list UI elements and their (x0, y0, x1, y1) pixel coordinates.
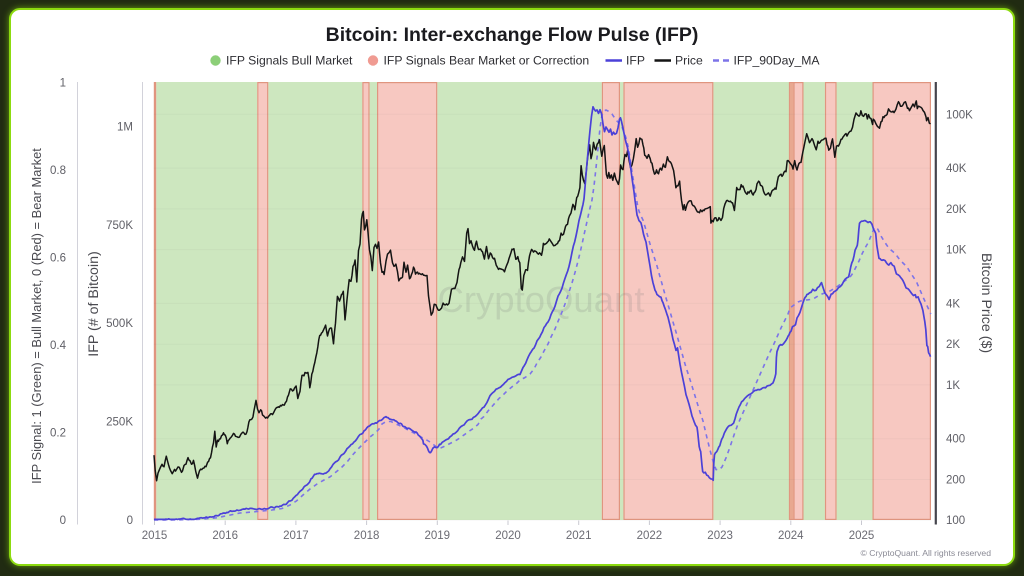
svg-text:20K: 20K (946, 204, 967, 216)
svg-text:2023: 2023 (707, 530, 733, 542)
svg-text:0.2: 0.2 (50, 428, 66, 440)
svg-text:0.6: 0.6 (50, 253, 66, 265)
svg-text:© CryptoQuant. All rights rese: © CryptoQuant. All rights reserved (860, 548, 991, 558)
svg-text:250K: 250K (106, 417, 133, 429)
svg-text:2020: 2020 (495, 530, 521, 542)
svg-text:IFP: IFP (626, 54, 645, 68)
svg-text:500K: 500K (106, 318, 133, 330)
svg-text:100: 100 (946, 515, 965, 527)
svg-text:0.8: 0.8 (50, 165, 66, 177)
svg-text:CryptoQuant: CryptoQuant (438, 279, 645, 320)
svg-text:200: 200 (946, 475, 965, 487)
svg-text:1: 1 (60, 77, 66, 89)
svg-text:2015: 2015 (142, 530, 168, 542)
svg-text:4K: 4K (946, 298, 960, 310)
svg-text:2K: 2K (946, 339, 960, 351)
svg-text:2016: 2016 (212, 530, 238, 542)
svg-text:0.4: 0.4 (50, 340, 67, 352)
svg-text:100K: 100K (946, 109, 973, 121)
svg-text:400: 400 (946, 434, 965, 446)
svg-text:IFP_90Day_MA: IFP_90Day_MA (734, 54, 821, 68)
svg-text:2018: 2018 (354, 530, 380, 542)
svg-text:IFP Signals Bear Market or Cor: IFP Signals Bear Market or Correction (384, 54, 590, 68)
svg-text:0: 0 (60, 515, 66, 527)
svg-text:2019: 2019 (425, 530, 451, 542)
svg-text:Bitcoin Price ($): Bitcoin Price ($) (978, 253, 994, 353)
svg-text:40K: 40K (946, 163, 967, 175)
svg-text:IFP Signal: 1 (Green) = Bull M: IFP Signal: 1 (Green) = Bull Market, 0 (… (29, 148, 44, 484)
svg-text:0: 0 (127, 515, 133, 527)
svg-text:2025: 2025 (849, 530, 875, 542)
svg-text:1M: 1M (117, 121, 133, 133)
svg-text:IFP (# of Bitcoin): IFP (# of Bitcoin) (86, 251, 102, 356)
svg-text:2024: 2024 (778, 530, 804, 542)
svg-text:750K: 750K (106, 220, 133, 232)
svg-text:2021: 2021 (566, 530, 592, 542)
svg-text:IFP Signals Bull Market: IFP Signals Bull Market (226, 54, 353, 68)
svg-text:10K: 10K (946, 245, 967, 257)
svg-text:2022: 2022 (637, 530, 663, 542)
svg-text:2017: 2017 (283, 530, 309, 542)
svg-text:Bitcoin: Inter-exchange Flow P: Bitcoin: Inter-exchange Flow Pulse (IFP) (326, 24, 699, 46)
svg-text:Price: Price (675, 54, 703, 68)
svg-text:1K: 1K (946, 380, 960, 392)
